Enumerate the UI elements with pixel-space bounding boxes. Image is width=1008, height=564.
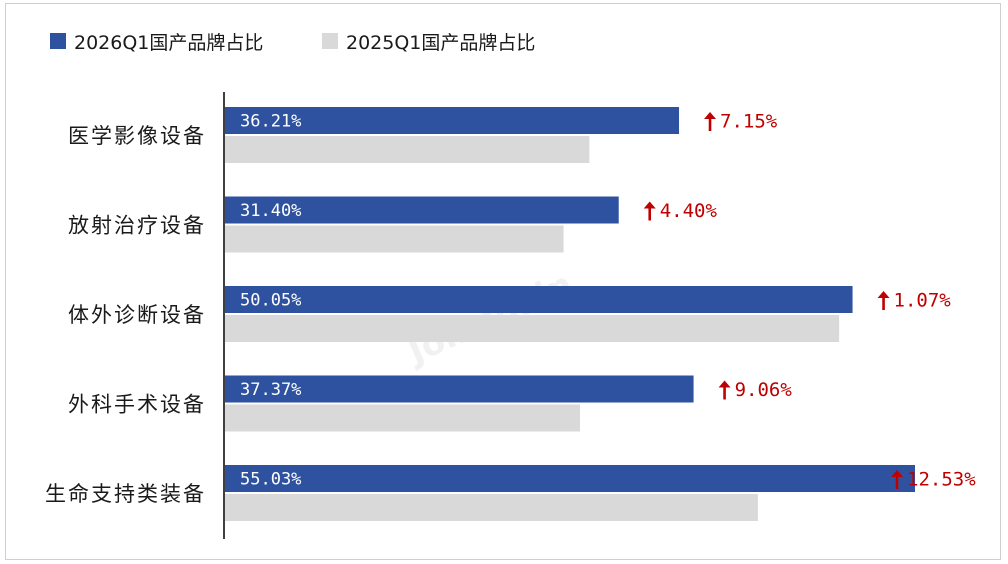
up-arrow-icon [718, 380, 731, 388]
up-arrow-icon [704, 112, 717, 119]
category-label: 放射治疗设备 [68, 214, 206, 238]
data-label-2026q1: 36.21% [240, 112, 301, 132]
delta-label: 7.15% [720, 111, 778, 133]
chart-frame: 2026Q1国产品牌占比 2025Q1国产品牌占比 Joinchain 医学影像… [5, 3, 1001, 560]
category-label: 体外诊断设备 [68, 303, 206, 327]
legend: 2026Q1国产品牌占比 2025Q1国产品牌占比 [50, 32, 535, 54]
category-label: 生命支持类装备 [45, 482, 206, 506]
bar-2025q1 [225, 225, 564, 253]
delta-label: 4.40% [660, 200, 718, 222]
bar-2025q1 [225, 404, 580, 432]
bar-2026q1 [225, 286, 853, 313]
bar-2026q1 [225, 375, 694, 403]
up-arrow-icon [643, 201, 656, 209]
category-label: 外科手术设备 [68, 393, 206, 417]
legend-swatch-2026q1 [50, 33, 66, 49]
bar-2026q1 [225, 107, 680, 134]
delta-label: 1.07% [894, 290, 952, 312]
bar-2025q1 [225, 136, 590, 163]
bar-2026q1 [225, 465, 915, 492]
category-label: 医学影像设备 [68, 124, 206, 148]
delta-label: 12.53% [907, 469, 976, 491]
bar-2025q1 [225, 315, 840, 342]
delta-label: 9.06% [735, 379, 793, 401]
data-label-2026q1: 31.40% [240, 201, 301, 221]
up-arrow-icon [891, 470, 903, 477]
data-label-2026q1: 50.05% [240, 291, 301, 311]
data-label-2026q1: 55.03% [240, 470, 301, 490]
legend-label-2025q1: 2025Q1国产品牌占比 [346, 32, 535, 54]
legend-swatch-2025q1 [322, 33, 338, 49]
data-label-2026q1: 37.37% [240, 380, 301, 400]
legend-label-2026q1: 2026Q1国产品牌占比 [74, 32, 263, 54]
bar-chart: 2026Q1国产品牌占比 2025Q1国产品牌占比 Joinchain 医学影像… [45, 32, 976, 539]
bar-2026q1 [225, 196, 619, 224]
up-arrow-icon [877, 291, 890, 298]
bar-2025q1 [225, 494, 758, 521]
plot-area: 医学影像设备 36.21% 7.15% 放射治疗设备 31.40% 4.40% 体外诊断设备… [45, 107, 976, 521]
